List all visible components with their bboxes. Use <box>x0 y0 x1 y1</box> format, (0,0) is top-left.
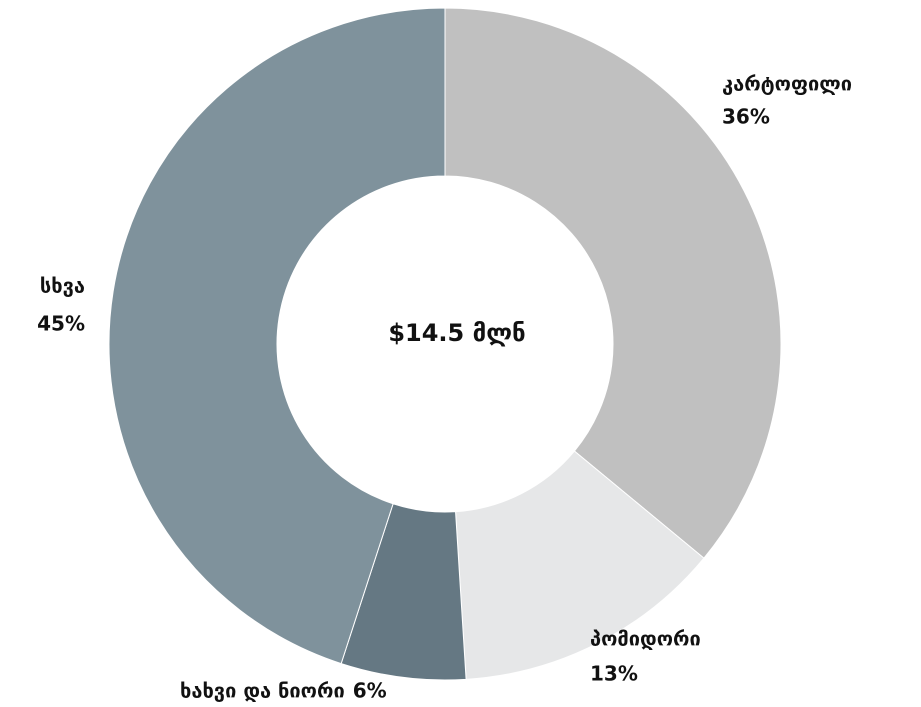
slice-value-label: 45% <box>37 312 85 336</box>
donut-slice <box>455 450 705 680</box>
center-label: $14.5 მლნ <box>388 319 525 347</box>
slice-label: კარტოფილი <box>722 72 852 96</box>
slice-value-label: 36% <box>722 105 770 129</box>
slice-label: ხახვი და ნიორი <box>180 679 345 703</box>
slice-label: სხვა <box>40 274 85 298</box>
donut-slice <box>444 7 782 559</box>
slice-value-label: 13% <box>590 662 638 686</box>
donut-slice <box>108 7 446 665</box>
slice-label: პომიდორი <box>590 627 701 651</box>
slice-value-label: 6% <box>353 679 387 703</box>
